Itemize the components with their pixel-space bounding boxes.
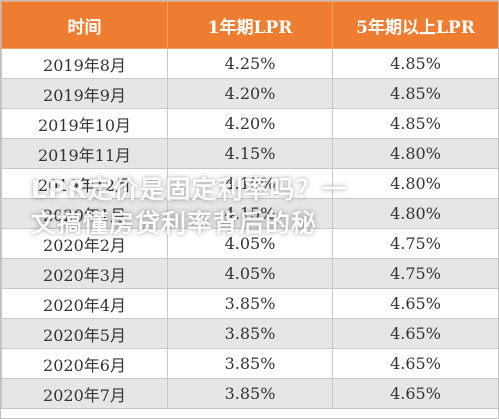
table-row: 2019年12月 4.15% 4.80% — [1, 168, 498, 199]
cell-1y: 3.85% — [167, 348, 333, 379]
cell-5y: 4.80% — [332, 168, 498, 199]
header-time: 时间 — [1, 1, 168, 49]
cell-time: 2020年5月 — [1, 318, 168, 349]
table-row: 2019年10月 4.20% 4.85% — [1, 108, 498, 139]
cell-1y: 4.05% — [167, 258, 333, 289]
cell-time: 2020年6月 — [1, 348, 168, 379]
table-row: 2019年11月 4.15% 4.80% — [1, 138, 498, 169]
table-row: 2019年8月 4.25% 4.85% — [1, 48, 498, 79]
cell-5y: 4.75% — [332, 258, 498, 289]
table-row: 2020年2月 4.05% 4.75% — [1, 228, 498, 259]
cell-5y: 4.80% — [332, 138, 498, 169]
cell-time: 2020年2月 — [1, 228, 168, 259]
cell-time: 2019年11月 — [1, 138, 168, 169]
table-row: 2020年4月 3.85% 4.65% — [1, 288, 498, 319]
cell-time: 2020年1月 — [1, 198, 168, 229]
cell-5y: 4.65% — [332, 288, 498, 319]
header-row: 时间 1年期LPR 5年期以上LPR — [1, 1, 498, 49]
cell-time: 2019年12月 — [1, 168, 168, 199]
cell-time: 2020年3月 — [1, 258, 168, 289]
cell-time: 2019年8月 — [1, 48, 168, 79]
cell-1y: 3.85% — [167, 378, 333, 409]
table-row: 2020年6月 3.85% 4.65% — [1, 348, 498, 379]
cell-5y: 4.85% — [332, 108, 498, 139]
table-row: 2020年5月 3.85% 4.65% — [1, 318, 498, 349]
cell-time: 2020年4月 — [1, 288, 168, 319]
cell-5y: 4.65% — [332, 378, 498, 409]
cell-time: 2019年9月 — [1, 78, 168, 109]
cell-1y: 4.05% — [167, 228, 333, 259]
cell-time: 2020年7月 — [1, 378, 168, 409]
cell-1y: 4.15% — [167, 138, 333, 169]
cell-1y: 4.15% — [167, 198, 333, 229]
table-row: 2019年9月 4.20% 4.85% — [1, 78, 498, 109]
cell-1y: 4.15% — [167, 168, 333, 199]
cell-5y: 4.65% — [332, 348, 498, 379]
cell-5y: 4.85% — [332, 78, 498, 109]
cell-1y: 4.20% — [167, 108, 333, 139]
lpr-table: 时间 1年期LPR 5年期以上LPR 2019年8月 4.25% 4.85% 2… — [1, 1, 498, 409]
cell-5y: 4.80% — [332, 198, 498, 229]
cell-5y: 4.65% — [332, 318, 498, 349]
table-row: 2020年3月 4.05% 4.75% — [1, 258, 498, 289]
table-row: 2020年1月 4.15% 4.80% — [1, 198, 498, 229]
cell-5y: 4.85% — [332, 48, 498, 79]
header-1y-lpr: 1年期LPR — [167, 1, 333, 49]
cell-1y: 3.85% — [167, 318, 333, 349]
table-row: 2020年7月 3.85% 4.65% — [1, 378, 498, 409]
header-5y-lpr: 5年期以上LPR — [332, 1, 498, 49]
cell-1y: 4.20% — [167, 78, 333, 109]
cell-time: 2019年10月 — [1, 108, 168, 139]
cell-1y: 3.85% — [167, 288, 333, 319]
cell-5y: 4.75% — [332, 228, 498, 259]
cell-1y: 4.25% — [167, 48, 333, 79]
